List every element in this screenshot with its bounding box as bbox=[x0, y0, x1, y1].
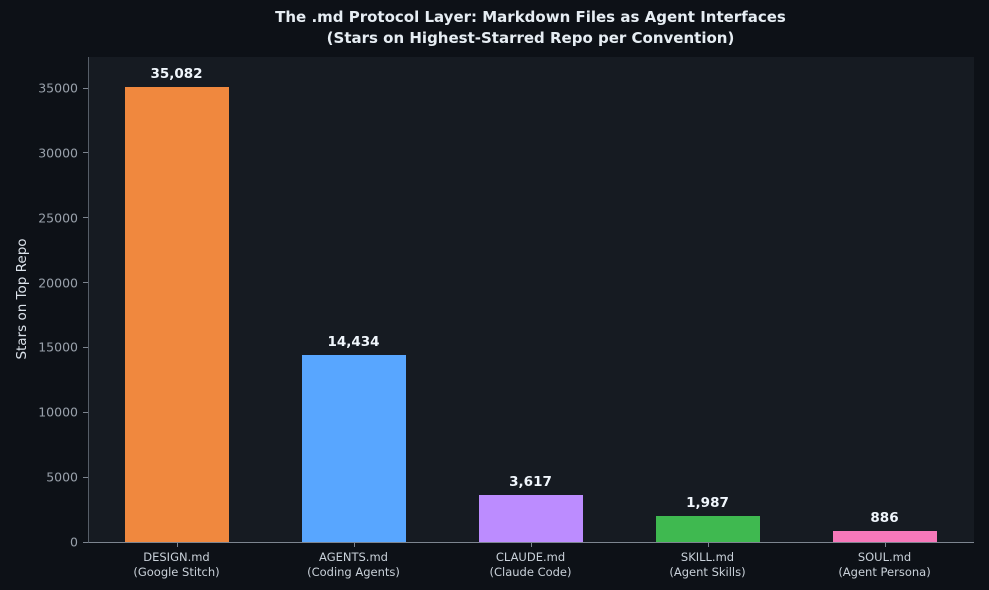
x-tick-mark bbox=[353, 543, 355, 547]
x-tick-mark bbox=[176, 543, 178, 547]
chart-title-line1: The .md Protocol Layer: Markdown Files a… bbox=[275, 8, 786, 26]
x-tick-label-sub: (Claude Code) bbox=[489, 565, 572, 579]
bar-value-label: 1,987 bbox=[686, 495, 729, 512]
y-tick-label: 10000 bbox=[38, 404, 78, 420]
y-tick-mark bbox=[83, 87, 88, 89]
bar-value-label: 14,434 bbox=[327, 333, 380, 350]
y-tick-label: 20000 bbox=[38, 275, 78, 291]
x-tick-mark bbox=[707, 543, 709, 547]
bar-soul-md bbox=[832, 530, 937, 542]
x-tick-label-name: SKILL.md bbox=[680, 550, 735, 564]
bar-value-label: 3,617 bbox=[509, 474, 552, 491]
x-tick-label-sub: (Coding Agents) bbox=[307, 565, 400, 579]
y-tick-label: 5000 bbox=[46, 469, 78, 485]
x-tick-mark bbox=[530, 543, 532, 547]
x-tick-label-name: SOUL.md bbox=[857, 550, 912, 564]
x-tick-label-name: DESIGN.md bbox=[143, 550, 210, 564]
x-tick-label-name: AGENTS.md bbox=[319, 550, 388, 564]
y-tick-mark bbox=[83, 217, 88, 219]
bar-value-label: 886 bbox=[870, 509, 899, 526]
x-tick-label: DESIGN.md (Google Stitch) bbox=[133, 550, 219, 580]
y-tick-label: 30000 bbox=[38, 145, 78, 161]
y-tick-mark bbox=[83, 476, 88, 478]
y-tick-mark bbox=[83, 411, 88, 413]
x-tick-label-name: CLAUDE.md bbox=[495, 550, 566, 564]
y-tick-mark bbox=[83, 541, 88, 543]
x-tick-label: SKILL.md (Agent Skills) bbox=[669, 550, 745, 580]
bar-design-md bbox=[124, 87, 229, 542]
x-tick-label-sub: (Agent Skills) bbox=[669, 565, 746, 579]
plot-area bbox=[88, 57, 974, 543]
bar-skill-md bbox=[655, 516, 760, 542]
y-tick-label: 15000 bbox=[38, 339, 78, 355]
x-tick-label: SOUL.md (Agent Persona) bbox=[838, 550, 930, 580]
x-tick-label-sub: (Agent Persona) bbox=[838, 565, 931, 579]
x-tick-label-sub: (Google Stitch) bbox=[133, 565, 220, 579]
x-tick-mark bbox=[884, 543, 886, 547]
y-tick-label: 25000 bbox=[38, 210, 78, 226]
bar-value-label: 35,082 bbox=[150, 66, 203, 83]
y-tick-mark bbox=[83, 346, 88, 348]
x-tick-label: AGENTS.md (Coding Agents) bbox=[307, 550, 400, 580]
y-axis-label-text: Stars on Top Repo bbox=[14, 238, 30, 360]
x-tick-label: CLAUDE.md (Claude Code) bbox=[489, 550, 571, 580]
y-tick-mark bbox=[83, 282, 88, 284]
bar-claude-md bbox=[478, 495, 583, 542]
bar-agents-md bbox=[301, 354, 406, 542]
y-tick-label: 0 bbox=[70, 534, 78, 550]
chart-title: The .md Protocol Layer: Markdown Files a… bbox=[88, 7, 973, 49]
y-tick-mark bbox=[83, 152, 88, 154]
y-tick-label: 35000 bbox=[38, 80, 78, 96]
chart-title-line2: (Stars on Highest-Starred Repo per Conve… bbox=[326, 29, 735, 47]
